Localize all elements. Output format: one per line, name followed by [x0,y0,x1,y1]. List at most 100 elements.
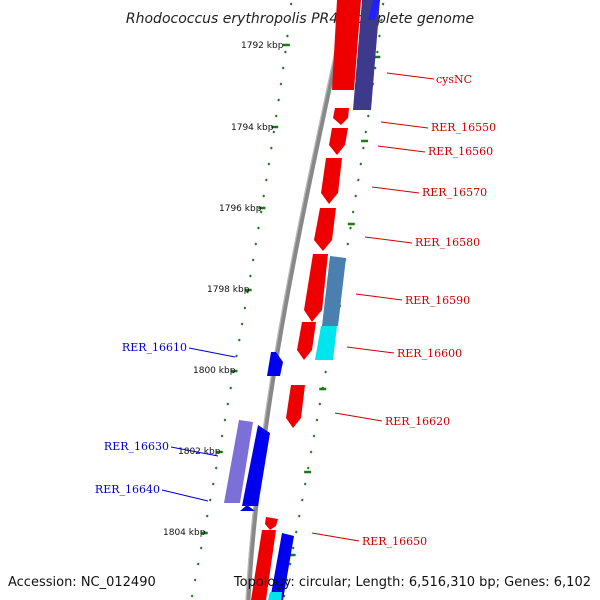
tick-mark [297,514,301,518]
tick-mark [243,306,247,310]
tick-mark [220,434,224,438]
scale-label: 1804 kbp [163,528,206,538]
scale-labels: 1792 kbp 1794 kbp 1796 kbp 1798 kbp 1800… [163,41,284,538]
scale-label: 1800 kbp [193,366,236,376]
tick-mark [229,386,233,390]
gene-labels-forward: cysNC RER_16550 RER_16560 RER_16570 RER_… [362,73,496,548]
gene-RER_16580[interactable] [314,208,336,251]
gene-label-RER_16610[interactable]: RER_16610 [122,341,187,354]
tick-mark [259,210,263,214]
gene-RER_16650-cyan [268,592,282,600]
tick-mark [375,50,379,54]
tick-mark [356,178,360,182]
tick-mark [281,66,285,70]
gene-RER_16570[interactable] [321,158,342,204]
tick-mark [306,466,310,470]
scale-label: 1798 kbp [207,285,250,295]
tick-mark [269,146,273,150]
tick-mark [359,162,363,166]
gene-RER_16650-small[interactable] [265,517,278,530]
gene-label-RER_16600[interactable]: RER_16600 [397,347,462,360]
gene-label-RER_16570[interactable]: RER_16570 [422,186,487,199]
tick-mark [287,18,291,22]
tick-mark [274,114,278,118]
gene-label-RER_16620[interactable]: RER_16620 [385,415,450,428]
tick-mark [240,322,244,326]
tick-mark [211,482,215,486]
tick-mark [315,418,319,422]
tick-mark [361,146,365,150]
tick-mark [291,546,295,550]
genes [224,0,380,600]
tick-mark [226,402,230,406]
gene-RER_16550[interactable] [333,108,349,125]
gene-RER_16600-cyan[interactable] [315,326,337,360]
tick-mark [309,450,313,454]
tick-mark [373,66,377,70]
tick-mark [214,466,218,470]
tick-mark [235,354,238,358]
tick-mark [379,18,383,22]
tick-tracks [190,2,385,598]
tick-mark [246,290,250,294]
tick-mark [378,34,381,38]
genome-backbone [245,0,351,600]
gene-RER_16650-red[interactable] [251,530,276,600]
tick-mark [364,130,368,134]
gene-label-RER_16630[interactable]: RER_16630 [104,440,169,453]
gene-label-cysNC[interactable]: cysNC [436,73,472,86]
gene-cysNC-red[interactable] [332,0,361,90]
gene-label-RER_16580[interactable]: RER_16580 [415,236,480,249]
tick-mark [351,210,355,214]
tick-mark [277,98,281,102]
tick-mark [264,178,268,182]
gene-RER_16590-blue[interactable] [322,256,346,326]
scale-label: 1802 kbp [178,447,221,457]
tick-mark [223,418,227,422]
tick-mark [283,50,287,54]
tick-mark [289,2,293,6]
tick-mark [366,114,370,118]
gene-RER_16640[interactable] [242,425,270,506]
tick-mark [294,530,298,534]
tick-mark [288,562,292,566]
tick-mark [267,162,271,166]
tick-mark [262,194,266,198]
tick-mark [286,34,289,38]
gene-RER_16620[interactable] [286,385,305,428]
accession-text: Accession: NC_012490 [8,575,156,590]
tick-mark [199,546,203,550]
gene-label-RER_16550[interactable]: RER_16550 [431,121,496,134]
gene-label-RER_16650[interactable]: RER_16650 [362,535,427,548]
tick-mark [251,258,255,262]
gene-RER_16630[interactable] [224,420,253,503]
tick-mark [208,498,212,502]
tick-mark [237,338,241,342]
tick-mark [279,82,283,86]
tick-mark [285,578,289,582]
tick-mark [354,194,358,198]
gene-RER_16650-blue[interactable] [270,533,294,600]
tick-mark [257,226,260,230]
tick-mark [312,434,316,438]
tick-mark [248,274,252,278]
tick-mark [205,514,209,518]
gene-label-RER_16640[interactable]: RER_16640 [95,483,160,496]
gene-label-RER_16590[interactable]: RER_16590 [405,294,470,307]
gene-cysNC-dark[interactable] [353,0,380,110]
scale-label: 1794 kbp [231,123,274,133]
gene-cysNC-highlight [368,0,380,20]
tick-mark [381,2,385,6]
gene-labels-reverse: RER_16610 RER_16630 RER_16640 [95,341,187,496]
map-title: Rhodococcus erythropolis PR4, complete g… [126,11,474,27]
gene-RER_16590[interactable] [304,254,328,322]
tick-mark [324,370,328,374]
gene-RER_16610[interactable] [267,352,283,376]
tick-mark [282,594,286,598]
gene-RER_16560[interactable] [329,128,348,155]
tick-mark [303,482,307,486]
gene-label-RER_16560[interactable]: RER_16560 [428,145,493,158]
gene-RER_16600-red[interactable] [297,322,316,360]
tick-mark [272,130,276,134]
